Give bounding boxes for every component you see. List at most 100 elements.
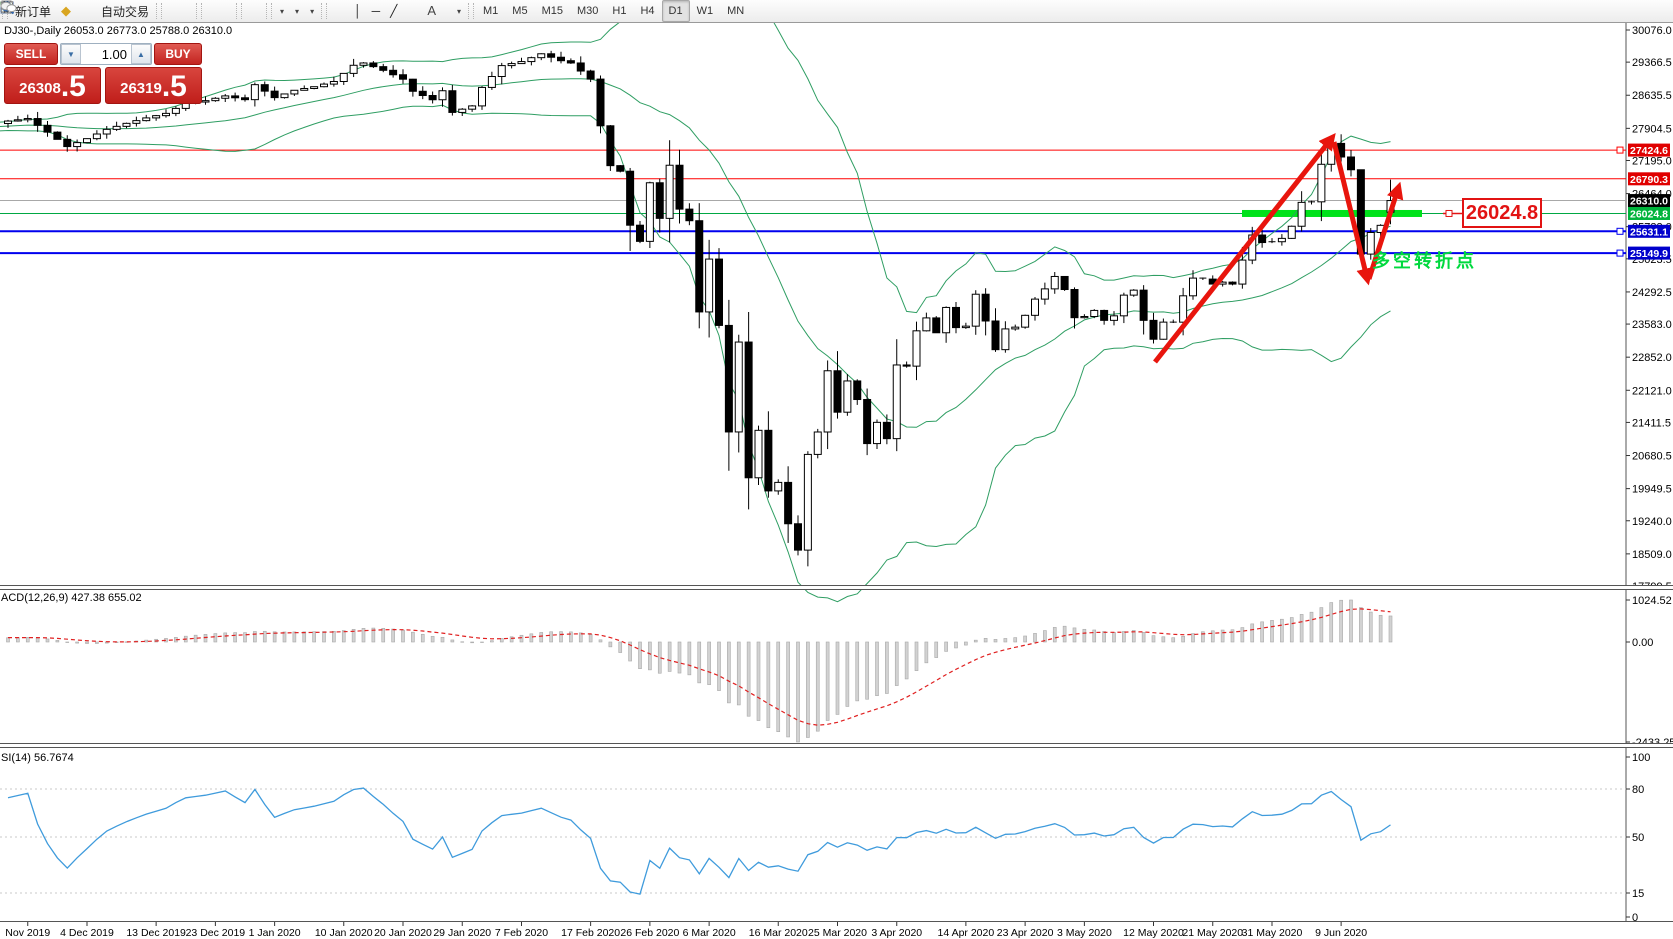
trendline-tool-button[interactable]: ╱ bbox=[385, 0, 402, 22]
rsi-label: SI(14) 56.7674 bbox=[1, 752, 74, 764]
volume-input[interactable] bbox=[81, 44, 131, 64]
templates-button[interactable]: ▾ bbox=[1, 0, 319, 22]
dropdown-caret-icon: ▾ bbox=[295, 6, 300, 16]
svg-text:21 May 2020: 21 May 2020 bbox=[1182, 927, 1243, 939]
svg-text:1 Jan 2020: 1 Jan 2020 bbox=[249, 927, 301, 939]
eraser-button[interactable]: ◆ bbox=[56, 0, 76, 22]
svg-text:26024.8: 26024.8 bbox=[1630, 208, 1668, 220]
timeframe-button-m15[interactable]: M15 bbox=[541, 5, 563, 17]
pane-splitter[interactable] bbox=[0, 585, 1673, 590]
timeframe-button-m30[interactable]: M30 bbox=[576, 5, 599, 17]
chat-button[interactable] bbox=[0, 0, 1667, 22]
search-button[interactable] bbox=[1, 0, 1657, 22]
sell-price-panel[interactable]: 26308.5 bbox=[4, 67, 101, 104]
eraser-icon: ◆ bbox=[61, 3, 72, 18]
svg-text:29366.5: 29366.5 bbox=[1632, 57, 1672, 69]
svg-text:3 May 2020: 3 May 2020 bbox=[1057, 927, 1112, 939]
macd-indicator bbox=[6, 599, 1393, 743]
rsi-line bbox=[7, 787, 1391, 895]
add-indicator-button[interactable]: ▾ bbox=[1, 0, 289, 22]
sell-button[interactable]: SELL bbox=[4, 43, 58, 65]
buy-price-panel[interactable]: 26319.5 bbox=[105, 67, 202, 104]
buy-button[interactable]: BUY bbox=[154, 43, 202, 65]
svg-text:16 Mar 2020: 16 Mar 2020 bbox=[749, 927, 808, 939]
time-axis[interactable]: Nov 2019 4 Dec 2019 13 Dec 2019 23 Dec 2019… bbox=[5, 922, 1367, 939]
bar-chart-button[interactable] bbox=[1, 0, 174, 22]
svg-text:25149.9: 25149.9 bbox=[1630, 248, 1668, 260]
timeframe-button-m1[interactable]: M1 bbox=[483, 5, 499, 17]
svg-text:26 Feb 2020: 26 Feb 2020 bbox=[620, 927, 679, 939]
autotrading-label: 自动交易 bbox=[101, 4, 150, 19]
new-order-label: 新订单 bbox=[15, 4, 52, 19]
toolbar: 新订单 ◆ 自动交易 bbox=[0, 0, 1673, 23]
svg-text:20680.5: 20680.5 bbox=[1632, 451, 1672, 463]
svg-text:50: 50 bbox=[1632, 832, 1644, 844]
sell-price-fraction: .5 bbox=[60, 70, 86, 103]
timeframe-button-w1[interactable]: W1 bbox=[696, 5, 714, 17]
tile-windows-button[interactable] bbox=[0, 0, 234, 22]
support-highlight-bar[interactable] bbox=[1242, 209, 1422, 217]
toolbar-grip[interactable] bbox=[266, 3, 273, 19]
objects-window-button[interactable] bbox=[1, 0, 264, 22]
timeframe-button-h4[interactable]: H4 bbox=[640, 5, 655, 17]
toolbar-grip[interactable] bbox=[468, 3, 475, 19]
volume-increase-button[interactable]: ▲ bbox=[131, 44, 151, 64]
pane-splitter[interactable] bbox=[0, 743, 1673, 748]
cursor-tool-button[interactable] bbox=[4, 0, 339, 22]
line-chart-button[interactable] bbox=[0, 0, 194, 22]
timeframe-button-mn[interactable]: MN bbox=[727, 5, 745, 17]
channel-tool-button[interactable]: E bbox=[0, 0, 412, 22]
svg-text:17 Feb 2020: 17 Feb 2020 bbox=[561, 927, 620, 939]
timeframe-button-d1[interactable]: D1 bbox=[661, 0, 690, 22]
zoom-in-button[interactable] bbox=[1, 0, 214, 22]
crosshair-tool-button[interactable] bbox=[1, 0, 349, 22]
toolbar-grip[interactable] bbox=[156, 3, 163, 19]
svg-text:3 Apr 2020: 3 Apr 2020 bbox=[871, 927, 922, 939]
timeframe-bar: M1 M5 M15 M30 H1 H4 D1 W1 MN bbox=[476, 0, 751, 22]
svg-text:6 Mar 2020: 6 Mar 2020 bbox=[683, 927, 736, 939]
buy-price-main: 26319 bbox=[120, 80, 162, 97]
volume-decrease-button[interactable]: ▼ bbox=[61, 44, 81, 64]
label-tool-button[interactable]: T bbox=[1, 0, 451, 22]
signals-button[interactable] bbox=[0, 0, 96, 22]
candlestick-chart-button[interactable] bbox=[1, 0, 184, 22]
zoom-out-button[interactable] bbox=[1, 0, 224, 22]
autotrading-button[interactable]: 自动交易 bbox=[0, 0, 154, 22]
timeframe-button-h1[interactable]: H1 bbox=[612, 5, 627, 17]
turning-point-note[interactable]: 多空转折点 bbox=[1372, 251, 1477, 271]
macd-label: ACD(12,26,9) 427.38 655.02 bbox=[1, 592, 142, 604]
svg-text:0.00: 0.00 bbox=[1632, 637, 1653, 649]
indicator-window-button[interactable] bbox=[1, 0, 254, 22]
price-note-label[interactable]: 26024.8 bbox=[1462, 198, 1542, 228]
svg-text:22121.0: 22121.0 bbox=[1632, 385, 1672, 397]
profile-button[interactable] bbox=[0, 0, 86, 22]
svg-text:10 Jan 2020: 10 Jan 2020 bbox=[315, 927, 373, 939]
chat-icon bbox=[0, 1, 17, 14]
svg-text:26790.3: 26790.3 bbox=[1630, 174, 1668, 186]
svg-text:80: 80 bbox=[1632, 784, 1644, 796]
fibonacci-tool-button[interactable]: F bbox=[1, 0, 422, 22]
toolbar-grip[interactable] bbox=[321, 3, 328, 19]
toolbar-grip[interactable] bbox=[236, 3, 243, 19]
vertical-line-tool-button[interactable]: │ bbox=[349, 0, 367, 22]
horizontal-line-tool-button[interactable]: ─ bbox=[367, 0, 386, 22]
shapes-tool-button[interactable]: ▾ bbox=[2, 0, 466, 22]
text-tool-icon: A bbox=[427, 3, 436, 18]
toolbar-grip[interactable] bbox=[196, 3, 203, 19]
svg-text:100: 100 bbox=[1632, 752, 1650, 764]
periods-button[interactable]: ▾ bbox=[0, 0, 304, 22]
horizontal-line-icon: ─ bbox=[371, 4, 381, 18]
buy-price-fraction: .5 bbox=[161, 70, 187, 103]
symbol-ohlc-line: DJ30-,Daily 26053.0 26773.0 25788.0 2631… bbox=[4, 25, 233, 37]
svg-text:23583.0: 23583.0 bbox=[1632, 319, 1672, 331]
svg-text:13 Dec 2019: 13 Dec 2019 bbox=[126, 927, 186, 939]
svg-text:30076.0: 30076.0 bbox=[1632, 25, 1672, 37]
svg-text:7 Feb 2020: 7 Feb 2020 bbox=[495, 927, 548, 939]
dropdown-caret-icon: ▾ bbox=[280, 6, 285, 16]
svg-text:18509.0: 18509.0 bbox=[1632, 549, 1672, 561]
text-tool-button[interactable]: A bbox=[422, 0, 441, 22]
svg-text:15: 15 bbox=[1632, 888, 1644, 900]
trend-arrows[interactable] bbox=[1153, 132, 1404, 364]
timeframe-button-m5[interactable]: M5 bbox=[512, 5, 528, 17]
